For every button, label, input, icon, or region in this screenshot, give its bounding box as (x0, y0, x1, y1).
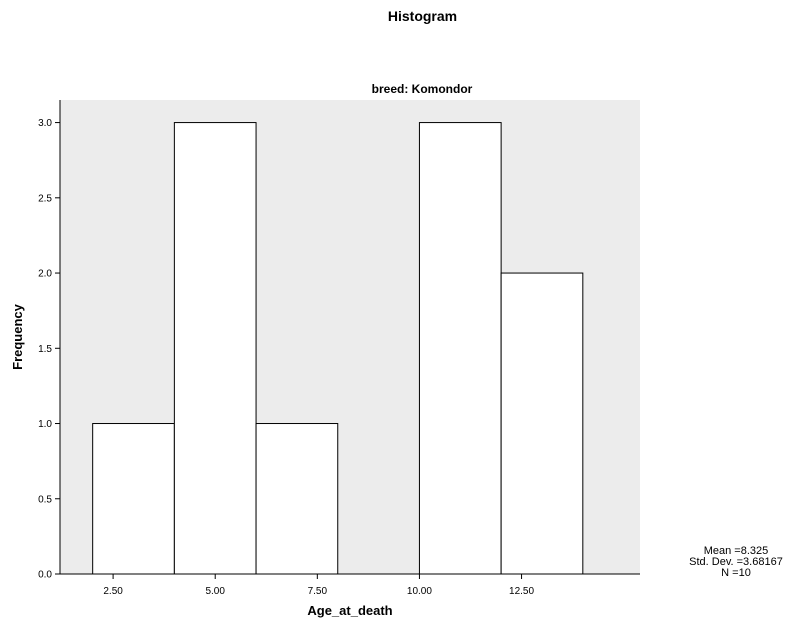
x-tick-label: 12.50 (509, 586, 534, 597)
chart-title: Histogram (387, 8, 458, 24)
y-tick-label: 1.5 (38, 344, 52, 355)
stats-box: Mean =8.325 Std. Dev. =3.68167 N =10 (676, 546, 796, 579)
stat-std-dev: Std. Dev. =3.68167 (689, 556, 783, 568)
y-axis-label: Frequency (10, 303, 25, 370)
bars-group (92, 122, 584, 575)
histogram-bar (255, 423, 339, 575)
y-tick-label: 0.5 (38, 494, 52, 505)
y-tick-label: 0.0 (38, 570, 52, 581)
x-axis-label: Age_at_death (307, 603, 392, 618)
x-tick-label: 7.50 (308, 586, 328, 597)
histogram-bar (500, 272, 584, 575)
stat-n: N =10 (721, 567, 751, 579)
histogram-bar (92, 423, 175, 575)
y-tick-label: 2.0 (38, 269, 52, 280)
histogram-bar (173, 122, 257, 575)
x-tick-label: 10.00 (407, 586, 432, 597)
chart-subtitle: breed: Komondor (372, 82, 473, 96)
histogram-bar (418, 122, 502, 575)
x-tick-label: 5.00 (205, 586, 225, 597)
y-axis: 0.0 0.5 1.0 1.5 2.0 2.5 3.0 (38, 100, 61, 581)
x-tick-label: 2.50 (103, 586, 123, 597)
x-axis: 2.50 5.00 7.50 10.00 12.50 (60, 573, 640, 597)
stat-mean: Mean =8.325 (703, 545, 769, 557)
y-tick-label: 1.0 (38, 419, 52, 430)
y-tick-label: 3.0 (38, 118, 52, 129)
y-tick-label: 2.5 (38, 193, 52, 204)
